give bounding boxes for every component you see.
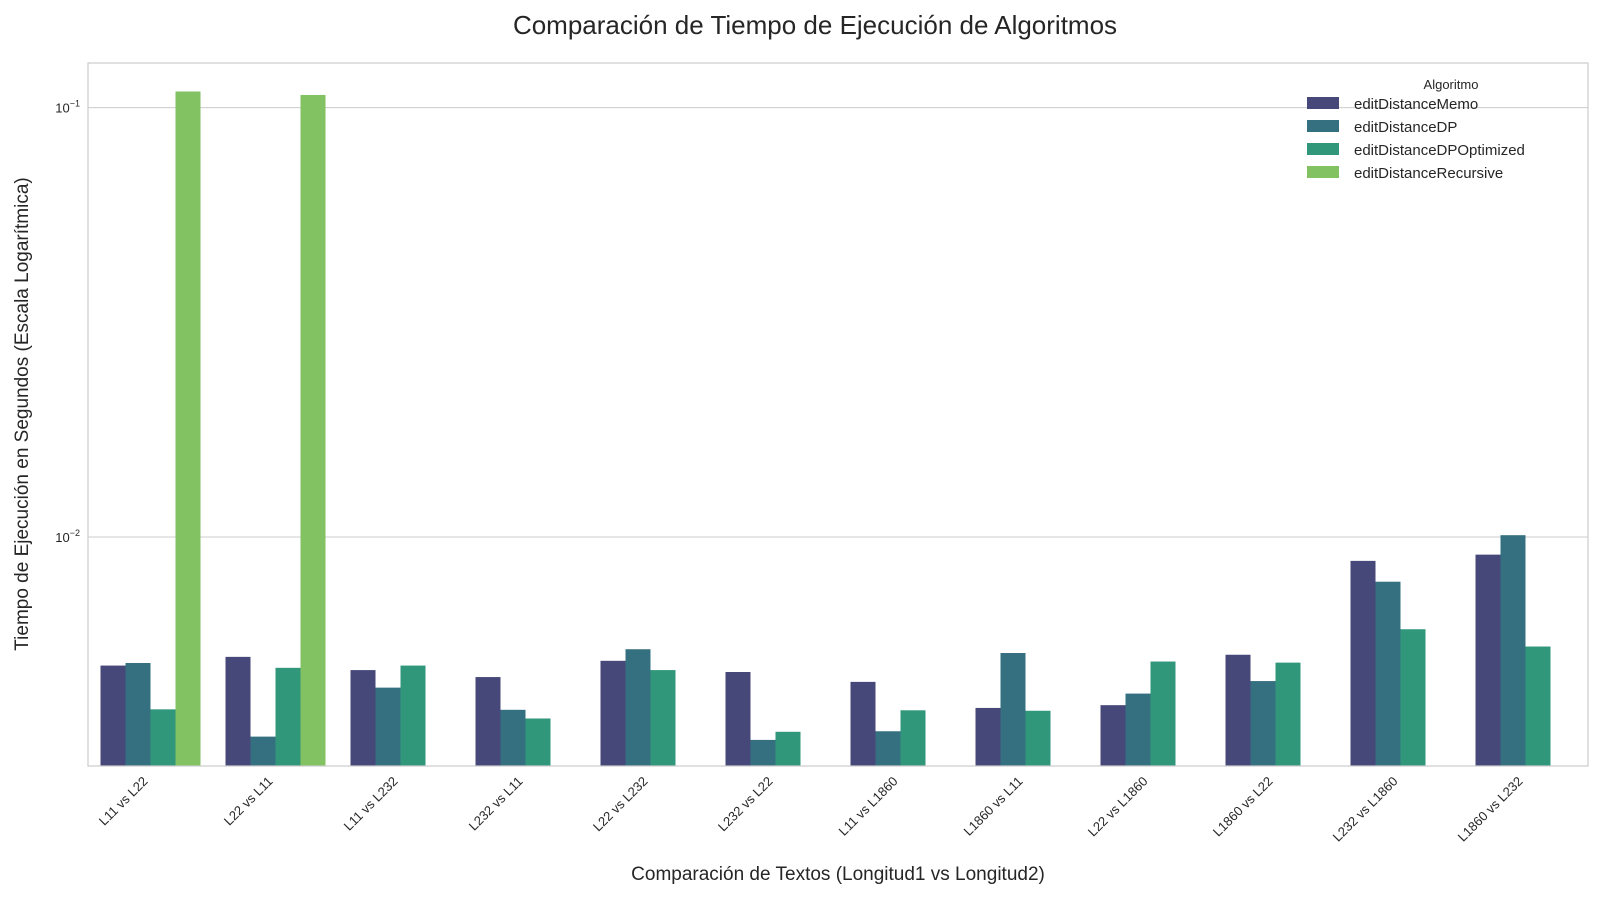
x-tick-label: L1860 vs L11 (960, 774, 1025, 839)
bar-editDistanceDP-2 (250, 736, 276, 766)
bar-editDistanceDPOptimized-2 (275, 667, 301, 766)
x-tick-label: L22 vs L11 (221, 774, 276, 829)
legend-label: editDistanceRecursive (1354, 165, 1503, 182)
legend-title: Algoritmo (1424, 77, 1479, 92)
x-ticks: L11 vs L22 L22 vs L11 L11 vs L232 L232 vs L… (96, 774, 1526, 845)
bar-editDistanceDPOptimized-8 (1025, 710, 1051, 766)
bar-editDistanceMemo-1 (100, 665, 126, 766)
bar-editDistanceDPOptimized-5 (650, 670, 676, 766)
x-tick-label: L1860 vs L22 (1210, 774, 1276, 840)
bar-editDistanceRecursive-2 (300, 94, 326, 767)
bar-editDistanceDP-12 (1500, 535, 1526, 766)
bar-editDistanceMemo-8 (975, 707, 1001, 766)
legend-swatch-editDistanceDP (1307, 120, 1339, 132)
bar-editDistanceDP-3 (375, 687, 401, 766)
bar-editDistanceMemo-3 (350, 670, 376, 766)
bar-editDistanceMemo-12 (1475, 554, 1501, 766)
x-tick-label: L22 vs L232 (590, 774, 651, 835)
bar-editDistanceDPOptimized-6 (775, 731, 801, 766)
bar-editDistanceDP-9 (1125, 693, 1151, 766)
x-tick-label: L232 vs L11 (466, 774, 526, 834)
bars (100, 91, 1551, 767)
bar-editDistanceDPOptimized-9 (1150, 661, 1176, 766)
y-tick-base: 10 (55, 530, 69, 545)
bar-editDistanceDPOptimized-4 (525, 718, 551, 766)
bar-editDistanceMemo-5 (600, 660, 626, 766)
bar-editDistanceMemo-10 (1225, 654, 1251, 766)
legend-label: editDistanceDPOptimized (1354, 142, 1525, 159)
bar-editDistanceDPOptimized-7 (900, 710, 926, 766)
bar-editDistanceDP-10 (1250, 681, 1276, 766)
chart-title: Comparación de Tiempo de Ejecución de Al… (513, 10, 1117, 40)
bar-editDistanceDP-4 (500, 709, 526, 766)
legend-swatch-editDistanceRecursive (1307, 166, 1339, 178)
y-axis-label: Tiempo de Ejecución en Segundos (Escala … (12, 177, 33, 651)
plot-frame (87, 62, 1589, 767)
bar-editDistanceRecursive-1 (175, 91, 201, 767)
y-tick-label: 10−1 (55, 99, 80, 116)
bar-editDistanceDPOptimized-3 (400, 665, 426, 766)
legend-label: editDistanceDP (1354, 119, 1457, 136)
bar-editDistanceDPOptimized-1 (150, 709, 176, 766)
bar-editDistanceMemo-11 (1350, 560, 1376, 766)
legend-swatch-editDistanceDPOptimized (1307, 143, 1339, 155)
bar-editDistanceDP-1 (125, 662, 151, 766)
bar-editDistanceDPOptimized-11 (1400, 629, 1426, 766)
bar-editDistanceMemo-7 (850, 681, 876, 766)
x-tick-label: L1860 vs L232 (1455, 774, 1526, 845)
bar-editDistanceDPOptimized-12 (1525, 646, 1551, 766)
x-axis-label: Comparación de Textos (Longitud1 vs Long… (631, 864, 1045, 885)
bar-editDistanceDP-5 (625, 649, 651, 766)
x-tick-label: L22 vs L1860 (1085, 774, 1151, 840)
y-tick-base: 10 (55, 101, 69, 116)
x-tick-label: L11 vs L232 (341, 774, 401, 834)
bar-editDistanceDP-7 (875, 731, 901, 766)
x-tick-label: L11 vs L22 (96, 774, 151, 829)
x-tick-label: L11 vs L1860 (835, 774, 900, 839)
bar-editDistanceDP-6 (750, 739, 776, 766)
y-tick-exponent: −1 (70, 99, 80, 109)
legend-label: editDistanceMemo (1354, 96, 1478, 113)
legend: Algoritmo editDistanceMemo editDistanceDP… (1307, 77, 1525, 182)
bar-editDistanceDP-8 (1000, 653, 1026, 766)
bar-editDistanceDPOptimized-10 (1275, 662, 1301, 766)
y-tick-exponent: −2 (70, 528, 80, 538)
bar-editDistanceMemo-9 (1100, 705, 1126, 766)
bar-editDistanceDP-11 (1375, 581, 1401, 766)
bar-editDistanceMemo-4 (475, 677, 501, 766)
bar-editDistanceMemo-6 (725, 672, 751, 766)
x-tick-label: L232 vs L1860 (1330, 774, 1401, 845)
bar-editDistanceMemo-2 (225, 656, 251, 766)
y-ticks: 10−110−2 (55, 99, 80, 545)
legend-swatch-editDistanceMemo (1307, 97, 1339, 109)
y-tick-label: 10−2 (55, 528, 80, 545)
x-tick-label: L232 vs L22 (715, 774, 776, 835)
